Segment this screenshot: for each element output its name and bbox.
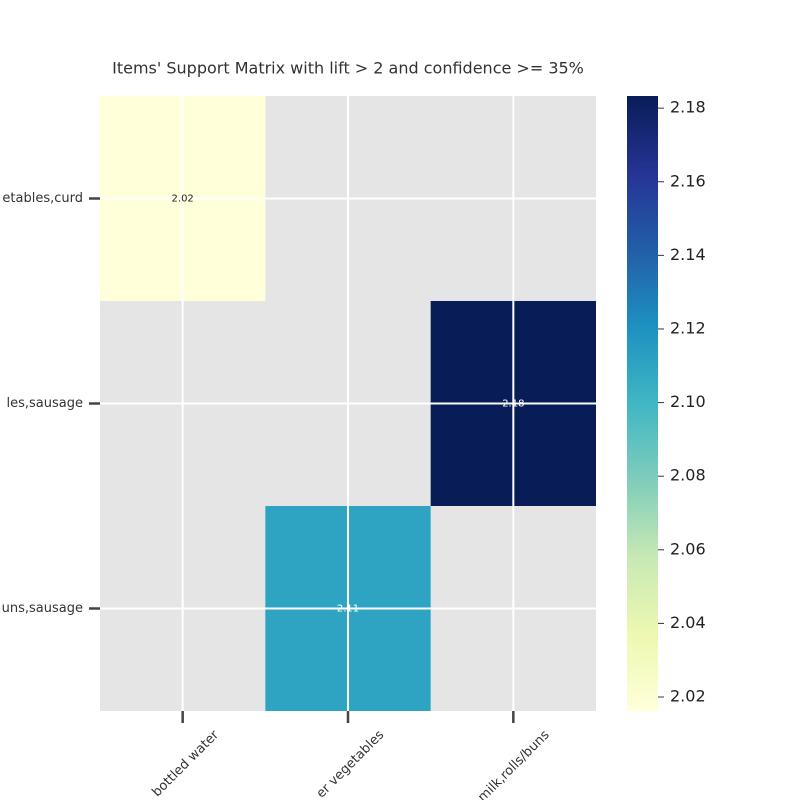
colorbar-tick-label: 2.10 [670,392,706,411]
colorbar-tick-label: 2.08 [670,466,706,485]
colorbar-tick-label: 2.16 [670,171,706,190]
cell-label: 2.02 [172,194,194,205]
colorbar-tick-label: 2.12 [670,318,706,337]
colorbar-tick-label: 2.06 [670,539,706,558]
y-tick-label: les,sausage [7,396,83,411]
colorbar-tick-label: 2.14 [670,245,706,264]
colorbar-tick-label: 2.02 [670,687,706,706]
x-tick-label: er vegetables [314,728,388,800]
chart-title: Items' Support Matrix with lift > 2 and … [112,59,584,78]
y-tick-label: uns,sausage [2,601,83,616]
colorbar-tick-label: 2.18 [670,98,706,117]
colorbar [627,96,658,711]
colorbar-tick-label: 2.04 [670,613,706,632]
cell-label: 2.11 [337,604,359,615]
y-tick-label: etables,curd [2,191,83,206]
x-tick-label: bottled water [150,727,223,800]
x-tick-label: milk,rolls/buns [475,728,553,800]
cell-label: 2.18 [502,399,524,410]
